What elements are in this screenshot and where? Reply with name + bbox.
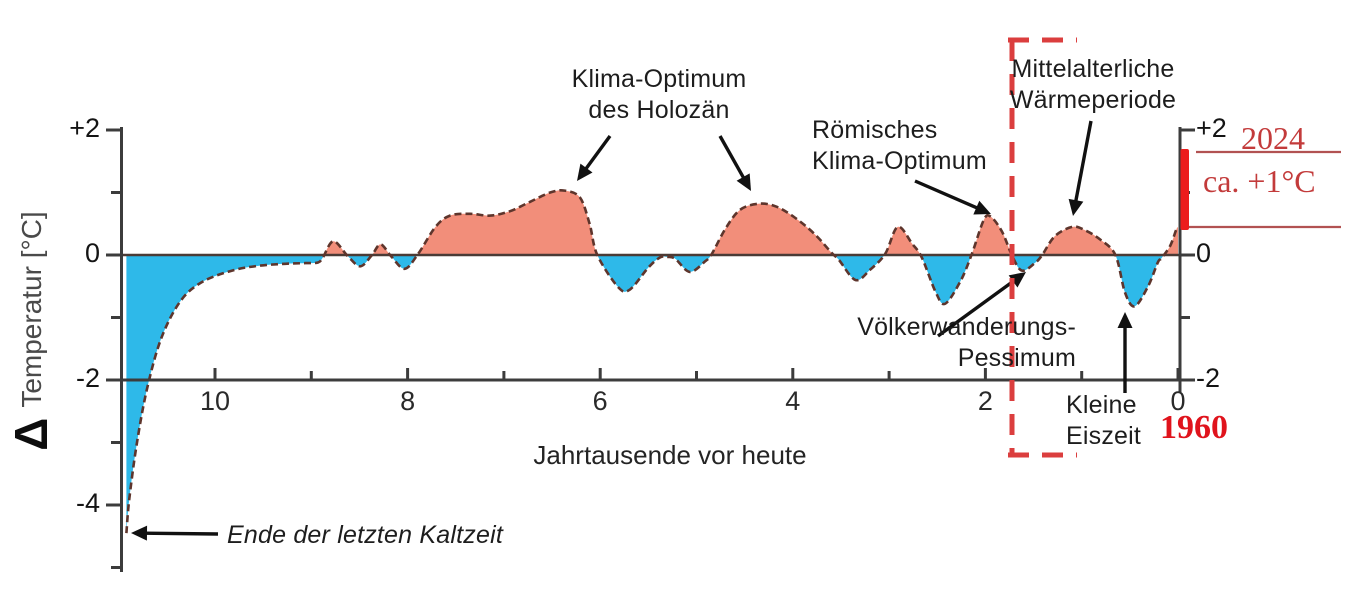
annotation-arrow-head <box>1117 312 1133 328</box>
y-tick-label-right: 0 <box>1196 238 1212 268</box>
label-2024: 2024 <box>1241 120 1305 156</box>
x-tick-label: 6 <box>592 386 608 416</box>
temperature-curve <box>125 188 1180 534</box>
x-tick-label: 8 <box>400 386 416 416</box>
annotation-arrow-line <box>718 135 747 181</box>
annotation-mittelalterliche-waermeperiode: Mittelalterliche Wärmeperiode <box>1009 55 1177 114</box>
y-tick-label-left: 0 <box>84 238 100 268</box>
label-ca-plus-1c: ca. +1°C <box>1203 163 1316 199</box>
x-tick-label: 0 <box>1170 386 1186 416</box>
x-axis-title: Jahrtausende vor heute <box>533 440 807 470</box>
y-tick-label-right: -2 <box>1196 363 1221 393</box>
annotation-arrow-line <box>583 134 612 172</box>
annotation-ende-der-letzten-kaltzeit: Ende der letzten Kaltzeit <box>227 521 503 549</box>
x-tick-label: 2 <box>977 386 993 416</box>
annotation-arrow-line <box>914 179 980 211</box>
annotation-arrow-head <box>577 163 593 181</box>
annotation-arrow-head <box>736 173 751 191</box>
annotation-arrow-head <box>131 525 148 541</box>
y-tick-label-left: -4 <box>75 488 100 518</box>
warm-area-fill <box>126 190 1178 255</box>
annotation-arrow-head <box>1008 272 1026 288</box>
annotation-voelkerwanderungs-pessimum: Völkerwanderungs- Pessimum <box>857 313 1076 372</box>
x-tick-label: 4 <box>785 386 801 416</box>
annotation-arrow-line <box>1073 120 1093 204</box>
y-tick-label-left: -2 <box>75 363 100 393</box>
recent-warming-bar <box>1180 149 1189 230</box>
annotation-kleine-eiszeit: Kleine Eiszeit <box>1066 391 1142 450</box>
annotation-klima-optimum: Klima-Optimum des Holozän <box>571 65 747 124</box>
delta-symbol: Δ <box>5 417 57 451</box>
y-axis-title: ΔTemperatur [°C] <box>4 181 62 481</box>
annotation-arrow-head <box>1068 198 1084 216</box>
annotation-arrow-head <box>973 200 991 215</box>
x-tick-label: 10 <box>199 386 231 416</box>
y-tick-label-left: +2 <box>69 113 100 143</box>
y-tick-label-right: +2 <box>1196 113 1227 143</box>
label-1960: 1960 <box>1160 409 1228 446</box>
annotation-arrow-line <box>937 278 1017 338</box>
annotation-roemisches-klima-optimum: Römisches Klima-Optimum <box>812 116 987 175</box>
annotation-arrow-line <box>143 531 219 536</box>
